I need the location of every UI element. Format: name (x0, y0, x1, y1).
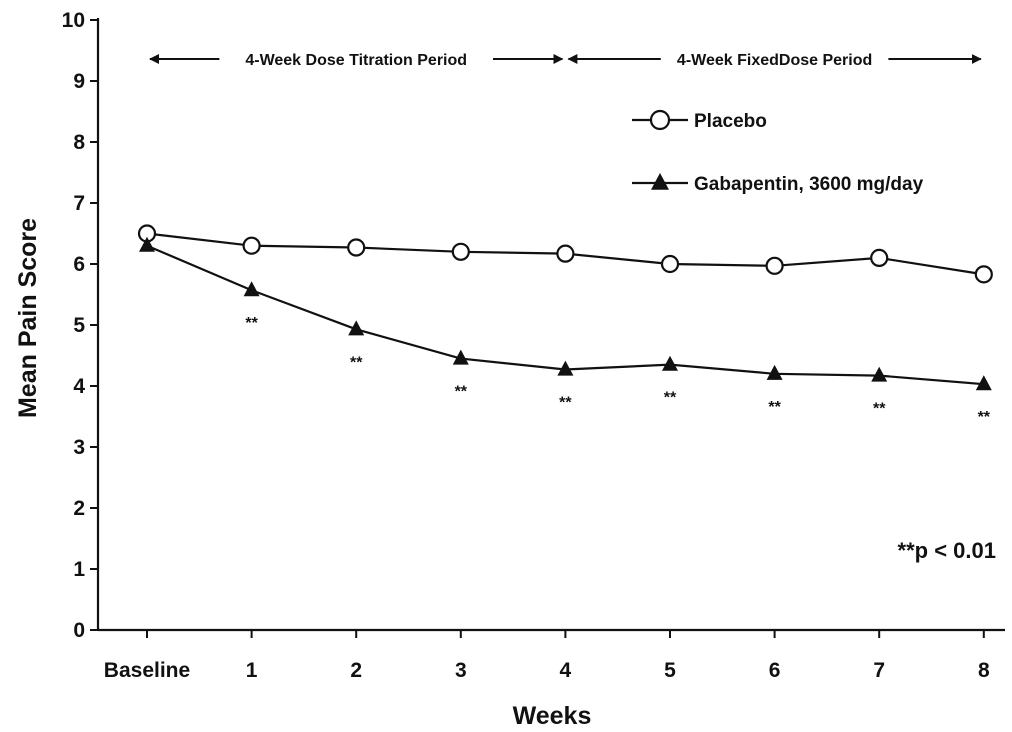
x-axis-title: Weeks (513, 702, 592, 730)
y-tick-label: 0 (73, 619, 85, 642)
significance-mark: ** (559, 395, 572, 412)
data-point-gabapentin (139, 236, 155, 252)
x-tick-label: Baseline (104, 659, 190, 682)
period-label: 4-Week Dose Titration Period (245, 52, 467, 69)
y-tick-label: 5 (73, 314, 85, 337)
legend-label: Gabapentin, 3600 mg/day (694, 174, 924, 195)
x-tick-label: 2 (350, 659, 362, 682)
y-tick-label: 4 (73, 375, 85, 398)
x-tick-label: 6 (769, 659, 781, 682)
y-tick-label: 10 (62, 9, 85, 32)
significance-mark: ** (664, 390, 677, 407)
data-point-gabapentin (452, 349, 469, 365)
data-point-gabapentin (348, 320, 365, 336)
significance-mark: ** (350, 354, 363, 371)
y-axis-title: Mean Pain Score (14, 218, 42, 418)
x-axis: Baseline 1 2 3 4 5 6 7 8 (98, 628, 1005, 682)
legend-marker-gabapentin (651, 172, 669, 190)
legend: Placebo Gabapentin, 3600 mg/day (632, 109, 924, 195)
legend-label: Placebo (694, 111, 767, 132)
y-tick-label: 9 (73, 70, 85, 93)
x-tick-label: 3 (455, 659, 467, 682)
y-axis: 0 1 2 3 4 5 6 7 8 9 10 (62, 9, 100, 642)
significance-mark: ** (768, 399, 781, 416)
period-label: 4-Week FixedDose Period (677, 52, 872, 69)
data-point-placebo (870, 248, 889, 267)
y-tick-label: 3 (73, 436, 85, 459)
y-tick-label: 8 (73, 131, 85, 154)
x-tick-label: 7 (873, 659, 885, 682)
p-value-note: **p < 0.01 (898, 538, 996, 563)
y-tick-label: 6 (73, 253, 85, 276)
data-point-gabapentin (975, 375, 992, 391)
x-tick-label: 1 (246, 659, 258, 682)
data-point-placebo (974, 265, 993, 284)
data-point-gabapentin (662, 355, 678, 371)
x-tick-label: 8 (978, 659, 990, 682)
significance-mark: ** (873, 401, 886, 418)
x-tick-label: 5 (664, 659, 676, 682)
data-point-placebo (765, 256, 784, 275)
data-point-placebo (660, 254, 680, 274)
data-point-placebo (347, 238, 366, 257)
x-tick-label: 4 (560, 659, 572, 682)
data-point-gabapentin (766, 364, 783, 380)
data-point-placebo (556, 244, 575, 263)
significance-mark: ** (455, 384, 468, 401)
y-tick-label: 2 (73, 497, 85, 520)
data-point-gabapentin (871, 366, 888, 382)
plot-series (137, 224, 993, 391)
data-point-gabapentin (557, 360, 574, 376)
y-tick-label: 1 (73, 558, 85, 581)
significance-marks: ** ** ** ** ** ** ** ** (245, 315, 990, 426)
data-point-placebo (451, 242, 470, 261)
data-point-gabapentin (243, 281, 260, 297)
data-point-placebo (242, 236, 261, 255)
period-annotations: 4-Week Dose Titration Period 4-Week Fixed… (149, 52, 982, 69)
significance-mark: ** (978, 409, 991, 426)
y-tick-label: 7 (73, 192, 85, 215)
legend-marker-placebo (649, 109, 671, 131)
significance-mark: ** (245, 315, 258, 332)
